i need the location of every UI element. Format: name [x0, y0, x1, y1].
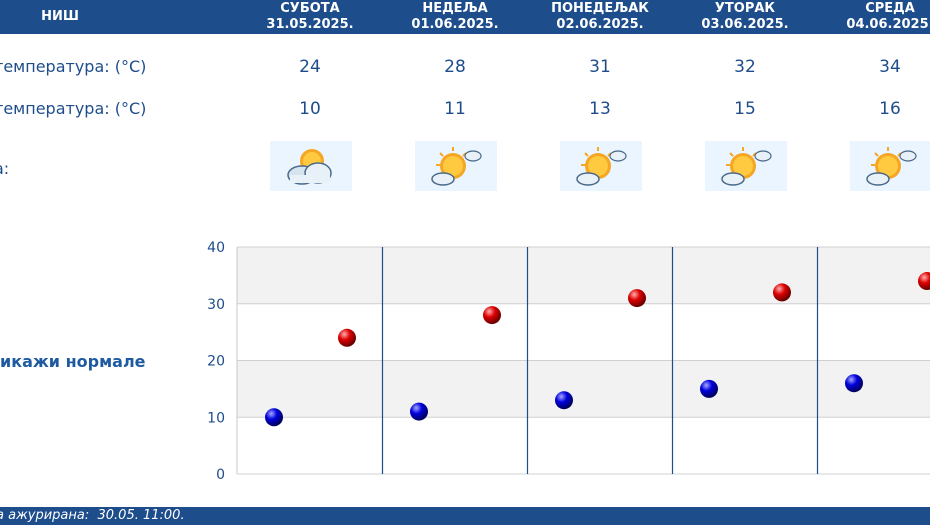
min-temp-value: 13 — [589, 99, 611, 119]
day-name: ПОНЕДЕЉАК — [551, 1, 649, 16]
sun-cloud-icon — [415, 141, 497, 191]
min-temp-point — [410, 402, 428, 421]
max-temp-point — [773, 283, 791, 302]
grid-band — [237, 360, 930, 418]
day-date: 01.06.2025. — [411, 17, 499, 32]
max-temp-value: 34 — [879, 57, 901, 77]
min-temp-value: 16 — [879, 99, 901, 119]
city-name: НИШ — [41, 9, 79, 24]
sun-cloud-icon — [705, 141, 787, 191]
day-header: УТОРАК 03.06.2025. — [675, 1, 815, 33]
day-date: 03.06.2025. — [701, 17, 789, 32]
y-tick-label: 40 — [207, 240, 225, 256]
weather-label: а: — [0, 159, 10, 178]
max-temp-point — [483, 306, 501, 325]
grid-band — [237, 247, 930, 304]
day-date: 04.06.2025. — [846, 17, 930, 32]
footer-bar: а ажурирана: 30.05. 11:00. — [0, 507, 930, 525]
grid-band — [237, 417, 930, 474]
cloud-sun-icon — [270, 141, 352, 191]
day-header: СРЕДА 04.06.2025. — [820, 1, 930, 33]
min-temp-label: температура: (°C) — [0, 99, 147, 118]
min-temp-value: 10 — [299, 99, 321, 119]
y-tick-label: 0 — [216, 467, 225, 483]
temperature-chart: 0 10 20 30 40 — [207, 240, 930, 483]
day-header: ПОНЕДЕЉАК 02.06.2025. — [530, 1, 670, 33]
max-temp-value: 31 — [589, 57, 611, 77]
y-tick-label: 10 — [207, 410, 225, 426]
max-temp-value: 24 — [299, 57, 321, 77]
y-tick-label: 20 — [207, 354, 225, 370]
day-name: СРЕДА — [865, 1, 915, 16]
min-temp-value: 15 — [734, 99, 756, 119]
sun-cloud-icon — [850, 141, 930, 191]
min-temp-point — [700, 379, 718, 398]
max-temp-value: 28 — [444, 57, 466, 77]
last-updated-text: а ажурирана: 30.05. 11:00. — [0, 508, 185, 523]
show-normals-link[interactable]: икажи нормале — [0, 352, 146, 371]
y-tick-label: 30 — [207, 297, 225, 313]
day-header: НЕДЕЉА 01.06.2025. — [385, 1, 525, 33]
day-name: НЕДЕЉА — [422, 1, 488, 16]
max-temp-label: температура: (°C) — [0, 57, 147, 76]
min-temp-point — [265, 408, 283, 427]
max-temp-point — [628, 289, 646, 308]
header-bar: НИШ СУБОТА 31.05.2025. НЕДЕЉА 01.06.2025… — [0, 0, 930, 34]
max-temp-value: 32 — [734, 57, 756, 77]
day-header: СУБОТА 31.05.2025. — [240, 1, 380, 33]
day-date: 31.05.2025. — [266, 17, 354, 32]
day-name: СУБОТА — [280, 1, 340, 16]
day-date: 02.06.2025. — [556, 17, 644, 32]
sun-cloud-icon — [560, 141, 642, 191]
min-temp-point — [845, 374, 863, 393]
max-temp-point — [918, 272, 930, 291]
max-temp-point — [338, 328, 356, 347]
min-temp-value: 11 — [444, 99, 466, 119]
day-name: УТОРАК — [714, 1, 776, 16]
min-temp-point — [555, 391, 573, 410]
